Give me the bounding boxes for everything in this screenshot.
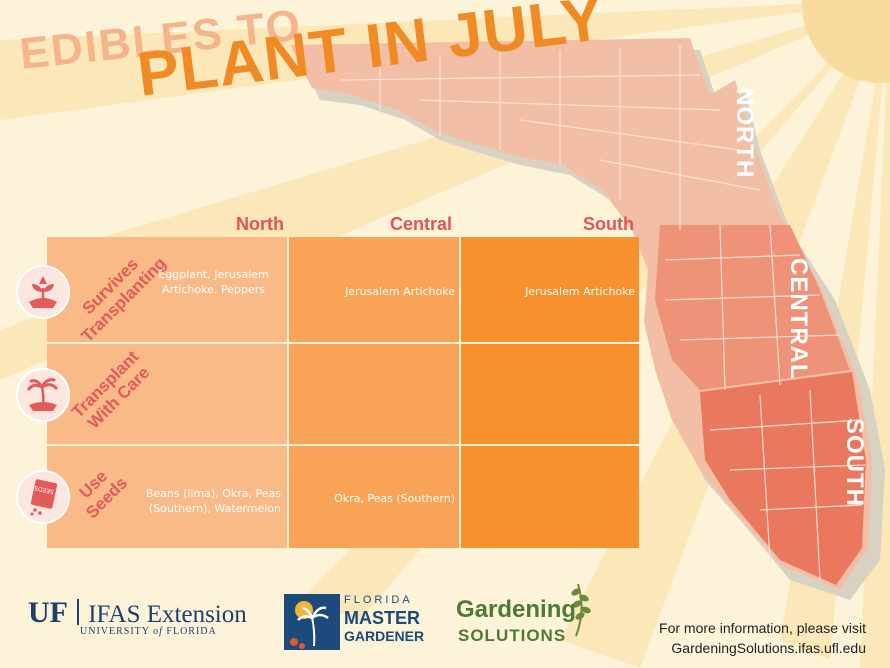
uf-sub-part: FLORIDA [162,626,217,637]
fmg-master-text: MASTER [344,608,420,628]
fmg-florida-text: FLORIDA [344,594,413,606]
university-of-florida-text: UNIVERSITY of FLORIDA [80,626,217,637]
column-header-north: North [236,214,284,234]
footer-info: For more information, please visit Garde… [659,618,866,658]
florida-master-gardener-logo: FLORIDA MASTER GARDENER [280,590,426,652]
cell-text: Okra, Peas (Southern) [334,492,455,505]
sprouting-plant-icon [16,265,70,319]
gs-gardening-text: Gardening [456,596,577,623]
table-cell [47,344,289,446]
column-header-central: Central [390,214,453,234]
uf-mark: UF [28,596,68,629]
footer-line-1: For more information, please visit [659,620,866,636]
cell-text: Eggplant, Jerusalem Artichoke, Peppers [158,268,269,296]
sun-icon [802,0,890,83]
uf-ifas-logo: UF IFAS Extension UNIVERSITY of FLORIDA [28,596,247,637]
table-cell: Jerusalem Artichoke [289,237,461,344]
column-header-south: South [583,214,634,234]
planting-table: Eggplant, Jerusalem Artichoke, Peppers J… [47,237,639,548]
uf-sub-of: of [153,626,163,637]
table-cell [289,344,461,446]
leaf-sprig-icon [571,583,591,637]
map-label-north: NORTH [731,88,758,179]
seed-packet-icon: SEEDS [16,470,70,524]
palm-sun-icon [284,594,340,650]
seed-packet-text: SEEDS [34,484,55,495]
uf-sub-part: UNIVERSITY [80,626,154,637]
palm-tree-icon [16,368,70,422]
logo-divider [77,599,80,625]
florida-map-icon [290,38,885,600]
table-cell: Okra, Peas (Southern) [289,446,461,548]
cell-text: Beans (lima), Okra, Peas (Southern), Wat… [145,487,281,515]
gardening-solutions-logo: Gardening SOLUTIONS [456,583,606,652]
table-cell: Beans (lima), Okra, Peas (Southern), Wat… [47,446,289,548]
cell-text: Jerusalem Artichoke [345,285,455,298]
ifas-extension-text: IFAS Extension [88,601,247,628]
table-cell [461,344,639,446]
footer-url[interactable]: GardeningSolutions.ifas.ufl.edu [671,640,866,656]
gs-solutions-text: SOLUTIONS [458,626,567,645]
table-cell: Jerusalem Artichoke [461,237,639,344]
map-label-south: SOUTH [841,418,868,507]
fmg-gardener-text: GARDENER [344,628,425,644]
table-cell [461,446,639,548]
table-cell: Eggplant, Jerusalem Artichoke, Peppers [47,237,289,344]
map-label-central: CENTRAL [785,258,812,380]
cell-text: Jerusalem Artichoke [525,285,635,298]
